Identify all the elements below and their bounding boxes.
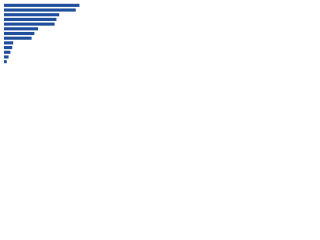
chart [4, 3, 80, 64]
bar [4, 55, 9, 59]
bar [4, 36, 32, 40]
bar [4, 50, 11, 54]
bar [4, 41, 14, 45]
bar [4, 60, 7, 64]
bar [4, 3, 80, 7]
bar [4, 8, 76, 12]
bar [4, 27, 39, 31]
bar [4, 13, 60, 17]
bar [4, 17, 57, 21]
page: {"chart_data": {"type": "bar", "orientat… [0, 0, 100, 71]
bar [4, 22, 55, 26]
bar [4, 31, 35, 36]
bar [4, 46, 13, 50]
